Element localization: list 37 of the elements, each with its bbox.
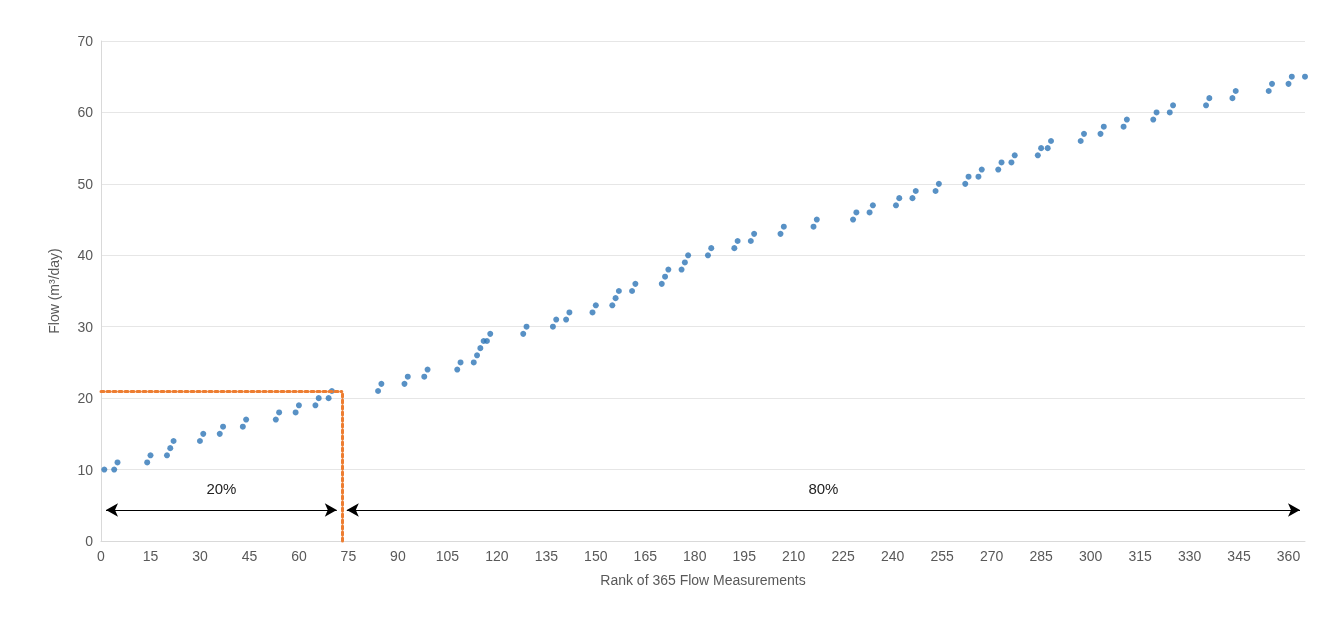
annotation: 20% <box>206 479 237 497</box>
y-tick-label: 10 <box>77 461 94 478</box>
x-tick-label: 240 <box>880 548 905 564</box>
x-tick-label: 30 <box>192 548 208 564</box>
x-tick-label: 15 <box>142 548 159 564</box>
x-tick-label: 0 <box>97 548 106 564</box>
y-tick-label: 0 <box>85 533 94 549</box>
x-tick-label: 195 <box>732 548 757 564</box>
x-tick-label: 345 <box>1227 548 1251 564</box>
x-tick-label: 285 <box>1029 548 1053 564</box>
x-tick-label: 150 <box>584 548 608 564</box>
annotation: 80% <box>808 479 839 497</box>
x-tick-label: 120 <box>485 548 509 564</box>
y-tick-label: 70 <box>77 33 94 49</box>
y-axis-title: Flow (m³/day) <box>46 248 62 334</box>
x-tick-label: 105 <box>435 548 460 564</box>
x-tick-label: 315 <box>1128 548 1152 564</box>
x-tick-label: 75 <box>340 548 357 564</box>
y-tick-label: 60 <box>77 104 94 121</box>
x-axis-title: Rank of 365 Flow Measurements <box>600 572 806 588</box>
x-tick-label: 360 <box>1276 548 1301 564</box>
x-tick-label: 180 <box>683 548 707 564</box>
x-tick-label: 60 <box>291 548 307 564</box>
x-tick-label: 270 <box>979 548 1004 564</box>
x-tick-label: 225 <box>831 548 856 564</box>
y-tick-label: 30 <box>77 318 94 335</box>
x-tick-label: 255 <box>930 548 955 564</box>
x-tick-label: 330 <box>1177 548 1202 564</box>
x-tick-label: 210 <box>782 548 806 564</box>
x-tick-label: 300 <box>1078 548 1103 564</box>
y-tick-label: 50 <box>77 175 94 192</box>
y-tick-label: 40 <box>77 247 94 264</box>
x-tick-label: 45 <box>241 548 258 564</box>
x-tick-label: 90 <box>390 548 406 564</box>
y-tick-label: 20 <box>77 390 94 407</box>
x-tick-label: 135 <box>534 548 559 564</box>
x-tick-label: 165 <box>633 548 658 564</box>
